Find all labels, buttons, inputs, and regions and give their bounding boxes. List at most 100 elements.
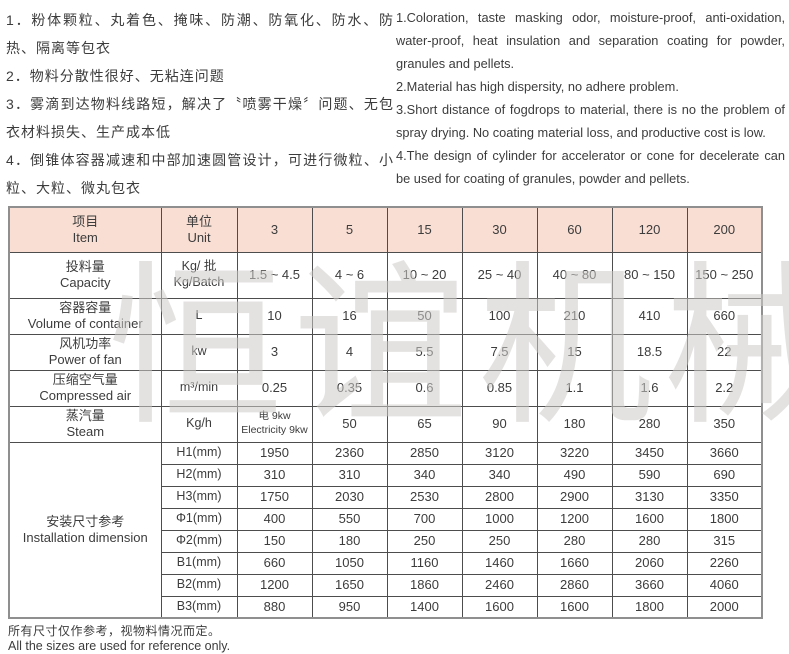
table-row: H2(mm) 310 310 340 340 490 590 690 [9,463,763,487]
value-cell: 18.5 [611,333,688,371]
value-cell: 1800 [611,595,688,619]
value-cell: 1000 [461,507,538,531]
dimension-param-cell: B3(mm) [160,595,238,619]
value-cell: 1160 [386,551,463,575]
header-model-cell: 30 [461,206,538,253]
row-label-cell: 风机功率 Power of fan [8,333,162,371]
header-model-cell: 15 [386,206,463,253]
table-row: 安装尺寸参考 Installation dimension H1(mm) 1950 2… [8,441,763,619]
value-cell: 315 [686,529,763,553]
value-cell: 1750 [236,485,313,509]
table-header-row: 项目 Item 单位 Unit 3 5 15 30 60 120 200 [8,206,763,253]
value-cell: 4060 [686,573,763,597]
value-cell: 1400 [386,595,463,619]
install-label-cell: 安装尺寸参考 Installation dimension [8,441,162,619]
value-cell: 4 [311,333,388,371]
table-row: 风机功率 Power of fan kw 3 4 5.5 7.5 15 18.5 22 [8,333,763,371]
value-cell: 250 [386,529,463,553]
feature-item-en: 1.Coloration, taste masking odor, moistu… [396,10,785,71]
row-unit-cell: Kg/h [160,405,238,443]
value-cell: 280 [536,529,613,553]
value-cell: 1050 [311,551,388,575]
table-row: 容器容量 Volume of container L 10 16 50 100 210 410… [8,297,763,335]
value-cell: 150 ~ 250 [686,251,763,299]
header-model-cell: 200 [686,206,763,253]
value-cell: 3660 [686,441,763,465]
value-cell: 40 ~ 80 [536,251,613,299]
value-cell: 4 ~ 6 [311,251,388,299]
value-cell: 电 9kw Electricity 9kw [236,405,313,443]
value-cell: 1600 [611,507,688,531]
value-cell: 2530 [386,485,463,509]
feature-item-zh: 4．倒锥体容器减速和中部加速圆管设计，可进行微粒、小粒、大粒、微丸包衣 [6,152,394,196]
footer-note: 所有尺寸仅作参考，视物料情况而定。 All the sizes are used… [8,624,789,654]
value-cell: 660 [236,551,313,575]
table-row: 投料量 Capacity Kg/ 批 Kg/Batch 1.5 ~ 4.5 4 ~ 6… [8,251,763,299]
value-cell: 1600 [536,595,613,619]
value-cell: 0.25 [236,369,313,407]
value-cell: 1660 [536,551,613,575]
value-cell: 0.6 [386,369,463,407]
value-cell: 0.35 [311,369,388,407]
dimension-param-cell: Φ1(mm) [160,507,238,531]
header-model-cell: 5 [311,206,388,253]
value-cell: 660 [686,297,763,335]
value-cell: 880 [236,595,313,619]
value-cell: 50 [386,297,463,335]
table-row: Φ1(mm) 400 550 700 1000 1200 1600 1800 [9,507,763,531]
dimension-param-cell: Φ2(mm) [160,529,238,553]
value-cell: 50 [311,405,388,443]
value-cell: 280 [611,529,688,553]
value-cell: 2.2 [686,369,763,407]
row-unit-cell: m³/min [160,369,238,407]
value-cell: 700 [386,507,463,531]
row-label-cell: 蒸汽量 Steam [8,405,162,443]
value-cell: 1460 [461,551,538,575]
value-cell: 3350 [686,485,763,509]
intro-english: 1.Coloration, taste masking odor, moistu… [394,6,785,202]
value-cell: 25 ~ 40 [461,251,538,299]
value-cell: 2850 [386,441,463,465]
value-cell: 1.5 ~ 4.5 [236,251,313,299]
value-cell: 2460 [461,573,538,597]
value-cell: 3660 [611,573,688,597]
value-cell: 310 [311,463,388,487]
value-cell: 180 [311,529,388,553]
value-cell: 490 [536,463,613,487]
row-unit-cell: Kg/ 批 Kg/Batch [160,251,238,299]
value-cell: 3 [236,333,313,371]
dimension-param-cell: H1(mm) [160,441,238,465]
value-cell: 1.6 [611,369,688,407]
header-unit-cell: 单位 Unit [160,206,238,253]
value-cell: 65 [386,405,463,443]
row-label-cell: 压缩空气量 Compressed air [8,369,162,407]
table-row: B2(mm) 1200 1650 1860 2460 2860 3660 4060 [9,573,763,597]
value-cell: 2360 [311,441,388,465]
value-cell: 80 ~ 150 [611,251,688,299]
value-cell: 340 [461,463,538,487]
value-cell: 1.1 [536,369,613,407]
value-cell: 22 [686,333,763,371]
header-model-cell: 3 [236,206,313,253]
value-cell: 1860 [386,573,463,597]
spec-table-wrap: 恒谊机械 项目 Item 单位 Unit 3 5 15 30 60 120 200 投料量 Cap… [8,206,789,619]
value-cell: 10 [236,297,313,335]
feature-item-en: 3.Short distance of fogdrops to material… [396,102,785,140]
value-cell: 2060 [611,551,688,575]
table-row: 压缩空气量 Compressed air m³/min 0.25 0.35 0.6 0.8… [8,369,763,407]
value-cell: 0.85 [461,369,538,407]
dimension-param-cell: H2(mm) [160,463,238,487]
value-cell: 16 [311,297,388,335]
value-cell: 2860 [536,573,613,597]
value-cell: 90 [461,405,538,443]
value-cell: 180 [536,405,613,443]
value-cell: 590 [611,463,688,487]
row-label-cell: 投料量 Capacity [8,251,162,299]
value-cell: 15 [536,333,613,371]
row-label-cell: 容器容量 Volume of container [8,297,162,335]
value-cell: 250 [461,529,538,553]
value-cell: 1200 [536,507,613,531]
value-cell: 5.5 [386,333,463,371]
value-cell: 150 [236,529,313,553]
